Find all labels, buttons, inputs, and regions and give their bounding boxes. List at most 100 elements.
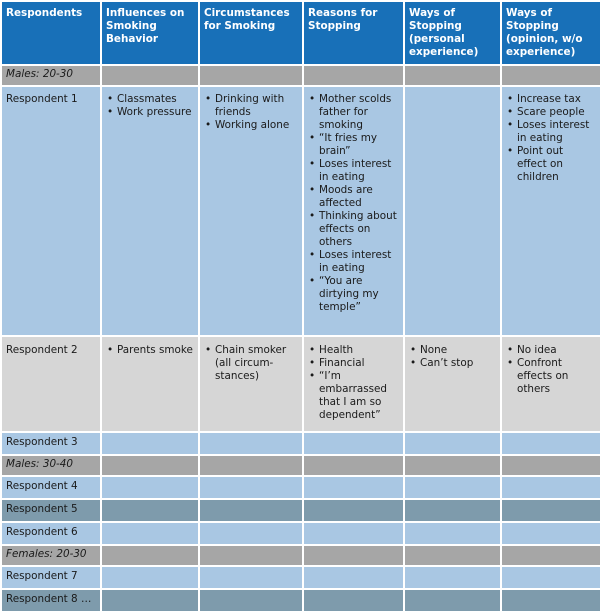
list-item: Classmates [106, 93, 194, 106]
table-cell [100, 521, 200, 546]
bullet-list: Mother scolds father for smoking“It frie… [308, 93, 399, 314]
influences-cell: Parents smoke [100, 335, 200, 433]
respondent-label: Respondent 7 [0, 565, 102, 590]
table-cell [403, 475, 502, 500]
header-ways-opinion: Ways of Stopping (opinion, w/o experienc… [500, 0, 600, 66]
list-item: Scare people [506, 106, 596, 119]
table-cell [500, 544, 600, 567]
table-cell [100, 431, 200, 456]
list-item: No idea [506, 344, 596, 357]
table-cell [500, 521, 600, 546]
bullet-list: HealthFinancial“I’m embarrassed that I a… [308, 344, 399, 422]
table-cell [302, 475, 405, 500]
table-cell [403, 588, 502, 613]
table-cell [403, 431, 502, 456]
table-row-respondent-1: Respondent 1 ClassmatesWork pressure Dri… [0, 85, 600, 337]
table-cell [100, 475, 200, 500]
table-cell [500, 64, 600, 87]
table-row-respondent-7: Respondent 7 [0, 565, 600, 590]
table-cell [302, 565, 405, 590]
table-cell [100, 64, 200, 87]
respondent-label: Respondent 3 [0, 431, 102, 456]
list-item: Loses interest in eating [308, 158, 399, 184]
ways-opinion-cell: No ideaConfront effects on others [500, 335, 600, 433]
bullet-list: Chain smoker (all circum-stances) [204, 344, 298, 383]
ways-personal-cell: NoneCan’t stop [403, 335, 502, 433]
list-item: Drinking with friends [204, 93, 298, 119]
bullet-list: Parents smoke [106, 344, 194, 357]
header-row: Respondents Influences on Smoking Behavi… [0, 0, 600, 66]
reasons-cell: Mother scolds father for smoking“It frie… [302, 85, 405, 337]
table-cell [100, 454, 200, 477]
table-cell [403, 454, 502, 477]
table-row-respondent-4: Respondent 4 [0, 475, 600, 500]
header-influences: Influences on Smoking Behavior [100, 0, 200, 66]
table-cell [198, 64, 304, 87]
list-item: “I’m embarrassed that I am so dependent” [308, 370, 399, 422]
table-cell [500, 588, 600, 613]
table-cell [198, 588, 304, 613]
table-cell [100, 565, 200, 590]
list-item: None [409, 344, 496, 357]
table-cell [403, 565, 502, 590]
table-row-respondent-5: Respondent 5 [0, 498, 600, 523]
header-reasons: Reasons for Stopping [302, 0, 405, 66]
list-item: Chain smoker (all circum-stances) [204, 344, 298, 383]
table-cell [198, 431, 304, 456]
bullet-list: ClassmatesWork pressure [106, 93, 194, 119]
header-circumstances: Circumstances for Smoking [198, 0, 304, 66]
list-item: Moods are affected [308, 184, 399, 210]
table-cell [500, 565, 600, 590]
header-respondents: Respondents [0, 0, 102, 66]
table-cell [198, 544, 304, 567]
group-label: Males: 30-40 [0, 454, 102, 477]
table-cell [302, 544, 405, 567]
list-item: Mother scolds father for smoking [308, 93, 399, 132]
list-item: Confront effects on others [506, 357, 596, 396]
table-cell [198, 565, 304, 590]
list-item: Can’t stop [409, 357, 496, 370]
table-cell [403, 64, 502, 87]
table-cell [100, 588, 200, 613]
group-label: Males: 20-30 [0, 64, 102, 87]
table-cell [198, 521, 304, 546]
table-cell [302, 588, 405, 613]
circumstances-cell: Chain smoker (all circum-stances) [198, 335, 304, 433]
table-cell [302, 431, 405, 456]
table-cell [198, 498, 304, 523]
circumstances-cell: Drinking with friendsWorking alone [198, 85, 304, 337]
bullet-list: NoneCan’t stop [409, 344, 496, 370]
group-row-males-30-40: Males: 30-40 [0, 454, 600, 477]
bullet-list: Drinking with friendsWorking alone [204, 93, 298, 132]
list-item: Loses interest in eating [308, 249, 399, 275]
table-cell [302, 521, 405, 546]
table-cell [500, 498, 600, 523]
list-item: Loses interest in eating [506, 119, 596, 145]
ways-opinion-cell: Increase taxScare peopleLoses interest i… [500, 85, 600, 337]
respondent-label: Respondent 4 [0, 475, 102, 500]
table-cell [302, 454, 405, 477]
table-cell [403, 521, 502, 546]
group-row-males-20-30: Males: 20-30 [0, 64, 600, 87]
list-item: “It fries my brain” [308, 132, 399, 158]
list-item: Financial [308, 357, 399, 370]
table-cell [100, 544, 200, 567]
table-cell [198, 454, 304, 477]
list-item: Point out effect on children [506, 145, 596, 184]
table-cell [403, 498, 502, 523]
table-cell [198, 475, 304, 500]
bullet-list: No ideaConfront effects on others [506, 344, 596, 396]
group-row-females-20-30: Females: 20-30 [0, 544, 600, 567]
table-cell [403, 544, 502, 567]
table-cell [100, 498, 200, 523]
table-cell [500, 431, 600, 456]
table-cell [302, 498, 405, 523]
list-item: Increase tax [506, 93, 596, 106]
table-row-respondent-8: Respondent 8 … [0, 588, 600, 613]
list-item: “You are dirtying my temple” [308, 275, 399, 314]
list-item: Health [308, 344, 399, 357]
table-row-respondent-2: Respondent 2 Parents smoke Chain smoker … [0, 335, 600, 433]
list-item: Thinking about effects on others [308, 210, 399, 249]
respondent-label: Respondent 2 [0, 335, 102, 433]
